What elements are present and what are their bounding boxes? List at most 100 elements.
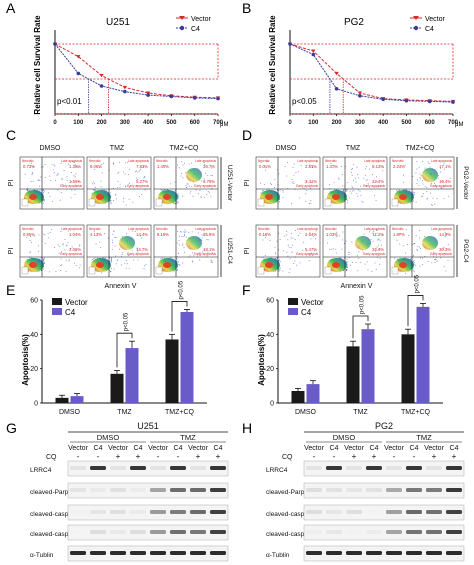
blot-h-band — [406, 488, 422, 492]
flow-c-event-dot — [182, 177, 184, 179]
legend-c4-label: C4 — [425, 26, 434, 33]
chart-b-series-line-c4 — [289, 43, 454, 103]
chart-a-point-c4 — [146, 93, 150, 97]
flow-d-event-dot — [282, 197, 284, 199]
blot-h-band — [446, 466, 462, 470]
flow-c-quad-value-early: 1.56% — [69, 179, 81, 184]
flow-d-event-dot — [268, 189, 270, 191]
flow-c-event-dot — [92, 258, 94, 260]
blot-g-lane-label: Vector — [188, 445, 209, 452]
blot-h-group-label: DMSO — [333, 433, 356, 442]
flow-d-quad-value-early: 19.4% — [439, 179, 451, 184]
flow-d-event-dot — [305, 193, 307, 195]
flow-c-event-dot — [71, 189, 73, 191]
flow-c-col-label: TMZ+CQ — [170, 145, 200, 152]
flow-c-event-dot — [177, 268, 179, 270]
blot-h-lane-label: Vector — [344, 445, 365, 452]
chart-a-series-line-c4 — [54, 43, 219, 100]
flow-d-event-dot — [361, 200, 363, 202]
blot-g-row-label: cleaved-caspase 3 — [30, 511, 85, 518]
blot-h-membrane — [303, 460, 465, 477]
chart-a-point-vector — [122, 85, 128, 90]
flow-c-event-dot — [40, 257, 42, 259]
flow-d-event-dot — [441, 187, 443, 189]
flow-c-quad-early: Early apoptosis — [194, 252, 216, 256]
flow-c-event-dot — [101, 272, 103, 274]
flow-c-event-dot — [145, 264, 147, 266]
chart-b-point-vector — [311, 49, 316, 53]
flow-d-event-dot — [412, 269, 414, 271]
blot-g-band — [90, 510, 106, 514]
flow-d-event-dot — [368, 168, 370, 170]
flow-d-event-dot — [263, 183, 265, 185]
flow-c-event-dot — [43, 199, 45, 201]
flow-c-event-dot — [26, 187, 28, 189]
blot-h-band — [446, 551, 462, 555]
flow-d-pi-label: PI — [244, 180, 251, 187]
flow-c-event-dot — [71, 181, 72, 182]
blot-g-band — [210, 488, 226, 492]
flow-d-quad-value-late: 8.13% — [372, 164, 384, 169]
flow-d-event-dot — [287, 255, 289, 257]
blot-h-band — [426, 551, 442, 555]
flow-c-event-dot — [39, 258, 41, 260]
flow-d-event-dot — [403, 189, 405, 190]
flow-c-event-dot — [75, 185, 77, 187]
flow-d-event-dot — [440, 171, 442, 173]
flow-d-event-dot — [278, 260, 279, 262]
flow-c-event-dot — [39, 180, 41, 182]
blot-g-band — [70, 551, 86, 555]
flow-d-event-dot — [413, 192, 415, 194]
flow-c-event-dot — [30, 251, 31, 253]
flow-d-event-dot — [437, 177, 439, 179]
flow-c-event-dot — [49, 195, 51, 197]
flow-d-event-dot — [412, 243, 414, 245]
blot-h-band — [366, 510, 382, 514]
blot-g-title: U251 — [137, 421, 159, 431]
flow-d-event-dot — [341, 165, 343, 167]
flow-c-event-dot — [177, 261, 179, 263]
flow-d-quad-value-necrotic: 0.01% — [259, 164, 271, 169]
flow-d-gate-box — [257, 266, 265, 275]
flow-d-quad-late: Late apoptosis — [297, 159, 318, 163]
flow-d-event-dot — [419, 257, 421, 259]
flow-c-event-dot — [129, 186, 130, 188]
flow-c-event-dot — [77, 166, 79, 168]
chart-e-y-tick-label: 40 — [30, 332, 38, 339]
flow-c-event-dot — [26, 189, 28, 191]
flow-c-annexin-label: Annexin V — [105, 283, 137, 290]
blot-g-membrane — [67, 545, 229, 562]
chart-b-point-c4 — [427, 99, 432, 104]
flow-d-event-dot — [276, 258, 278, 260]
flow-c-event-dot — [176, 201, 177, 202]
flow-d-event-dot — [315, 238, 317, 240]
flow-d-quad-value-late: 2.51% — [305, 164, 317, 169]
flow-c-event-dot — [57, 174, 59, 176]
flow-c-event-dot — [101, 172, 103, 174]
flow-c-event-dot — [74, 193, 76, 195]
flow-d-quad-value-necrotic: 1.37% — [326, 164, 338, 169]
flow-c-quad-late: Late apoptosis — [195, 159, 216, 163]
flow-c-event-dot — [42, 202, 44, 204]
chart-b-x-tick-label: 200 — [332, 120, 343, 126]
flow-c-event-dot — [70, 197, 72, 199]
blot-g-band — [130, 466, 146, 470]
flow-d-density-peak — [265, 194, 273, 200]
flow-d-event-dot — [290, 237, 292, 239]
flow-c-quad-early: Early apoptosis — [127, 252, 149, 256]
flow-d-event-dot — [443, 168, 445, 170]
flow-d-event-dot — [348, 197, 350, 199]
flow-c-event-dot — [192, 261, 194, 263]
flow-d-event-dot — [287, 244, 289, 246]
flow-c-quad-value-late: 35.8% — [203, 232, 215, 237]
flow-c-event-dot — [173, 270, 175, 272]
flow-c-event-dot — [128, 169, 130, 171]
flow-c-gate-box — [21, 266, 29, 275]
flow-d-event-dot — [300, 165, 302, 167]
chart-a-x-tick-label: 0 — [53, 120, 57, 126]
flow-c-event-dot — [126, 233, 127, 235]
flow-d-event-dot — [413, 270, 415, 272]
flow-d-event-dot — [424, 235, 426, 237]
chart-a-point-vector — [99, 74, 104, 78]
flow-c-event-dot — [133, 259, 135, 261]
